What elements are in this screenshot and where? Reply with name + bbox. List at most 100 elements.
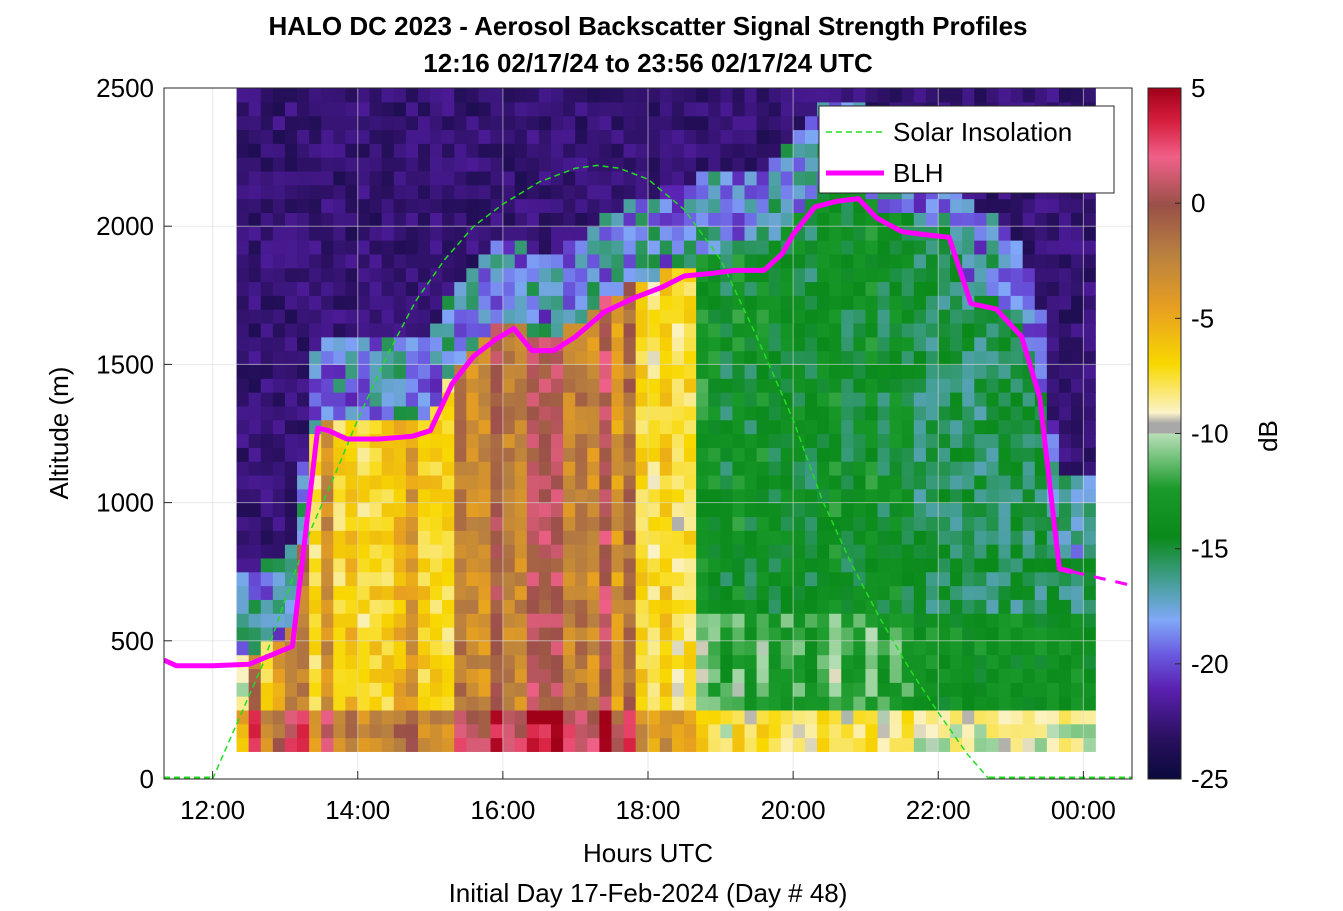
heatmap-cell (986, 723, 1000, 739)
heatmap-cell (659, 668, 673, 683)
heatmap-cell (877, 585, 891, 600)
heatmap-cell (792, 101, 806, 117)
heatmap-cell (780, 447, 794, 462)
heatmap-cell (708, 115, 721, 131)
heatmap-cell (260, 295, 274, 310)
heatmap-cell (671, 654, 685, 670)
heatmap-cell (756, 240, 770, 255)
heatmap-cell (804, 184, 818, 200)
heatmap-cell (841, 267, 854, 283)
heatmap-cell (393, 654, 407, 670)
heatmap-cell (998, 530, 1012, 545)
heatmap-cell (829, 88, 842, 103)
heatmap-cell (357, 502, 371, 518)
heatmap-cell (526, 101, 540, 117)
heatmap-cell (466, 613, 480, 628)
heatmap-cell (792, 461, 806, 476)
heatmap-cell (599, 433, 613, 448)
heatmap-cell (393, 281, 407, 296)
heatmap-cell (309, 281, 322, 296)
heatmap-cell (744, 101, 758, 117)
heatmap-cell (998, 585, 1012, 600)
heatmap-cell (659, 198, 673, 213)
heatmap-cell (1083, 544, 1096, 559)
heatmap-cell (297, 170, 310, 186)
heatmap-cell (526, 682, 540, 697)
heatmap-cell (817, 212, 830, 227)
heatmap-cell (647, 129, 661, 144)
heatmap-cell (974, 253, 987, 269)
heatmap-cell (696, 544, 709, 559)
heatmap-cell (938, 516, 951, 531)
heatmap-cell (575, 295, 588, 310)
heatmap-cell (684, 281, 697, 296)
heatmap-cell (284, 461, 298, 476)
heatmap-cell (732, 295, 746, 310)
heatmap-cell (901, 295, 915, 310)
heatmap-cell (248, 502, 262, 518)
heatmap-cell (696, 143, 709, 158)
heatmap-cell (986, 640, 1000, 656)
heatmap-cell (829, 613, 842, 628)
heatmap-cell (1046, 378, 1060, 393)
heatmap-cell (575, 212, 588, 227)
heatmap-cell (720, 88, 734, 103)
heatmap-cell (962, 474, 975, 490)
heatmap-cell (720, 488, 734, 504)
heatmap-cell (841, 557, 854, 573)
heatmap-cell (575, 157, 588, 172)
heatmap-cell (623, 198, 637, 213)
heatmap-cell (333, 405, 347, 421)
heatmap-cell (526, 502, 540, 518)
heatmap-cell (708, 433, 721, 448)
heatmap-cell (502, 419, 516, 435)
heatmap-cell (369, 516, 383, 531)
heatmap-cell (623, 184, 637, 200)
heatmap-cell (502, 198, 516, 213)
heatmap-cell (345, 392, 359, 407)
heatmap-cell (260, 461, 274, 476)
heatmap-cell (345, 322, 359, 338)
heatmap-cell (405, 488, 419, 504)
heatmap-cell (1071, 392, 1084, 407)
heatmap-cell (405, 198, 419, 213)
heatmap-cell (284, 474, 298, 490)
heatmap-cell (889, 392, 903, 407)
heatmap-cell (248, 544, 262, 559)
heatmap-cell (768, 198, 782, 213)
heatmap-cell (587, 378, 600, 393)
heatmap-cell (333, 599, 347, 614)
heatmap-cell (623, 157, 637, 172)
heatmap-cell (708, 129, 721, 144)
heatmap-cell (1046, 626, 1060, 642)
heatmap-cell (853, 364, 867, 379)
heatmap-cell (913, 709, 927, 725)
heatmap-cell (321, 696, 334, 711)
heatmap-cell (538, 585, 552, 600)
heatmap-cell (841, 240, 854, 255)
heatmap-cell (236, 585, 250, 600)
heatmap-cell (587, 101, 600, 117)
heatmap-cell (732, 253, 746, 269)
heatmap-cell (635, 654, 649, 670)
heatmap-cell (393, 696, 407, 711)
heatmap-cell (1083, 668, 1096, 683)
heatmap-cell (563, 405, 576, 421)
heatmap-cell (393, 585, 407, 600)
heatmap-cell (998, 488, 1012, 504)
heatmap-cell (526, 654, 540, 670)
heatmap-cell (369, 212, 383, 227)
heatmap-cell (962, 405, 975, 421)
heatmap-cell (309, 88, 322, 103)
heatmap-cell (1083, 226, 1096, 241)
heatmap-cell (720, 433, 734, 448)
heatmap-cell (974, 599, 987, 614)
heatmap-cell (236, 226, 250, 241)
heatmap-cell (708, 212, 721, 227)
heatmap-cell (381, 516, 395, 531)
heatmap-cell (284, 571, 298, 587)
heatmap-cell (575, 571, 588, 587)
heatmap-cell (1071, 557, 1084, 573)
heatmap-cell (611, 654, 625, 670)
heatmap-cell (466, 723, 480, 739)
